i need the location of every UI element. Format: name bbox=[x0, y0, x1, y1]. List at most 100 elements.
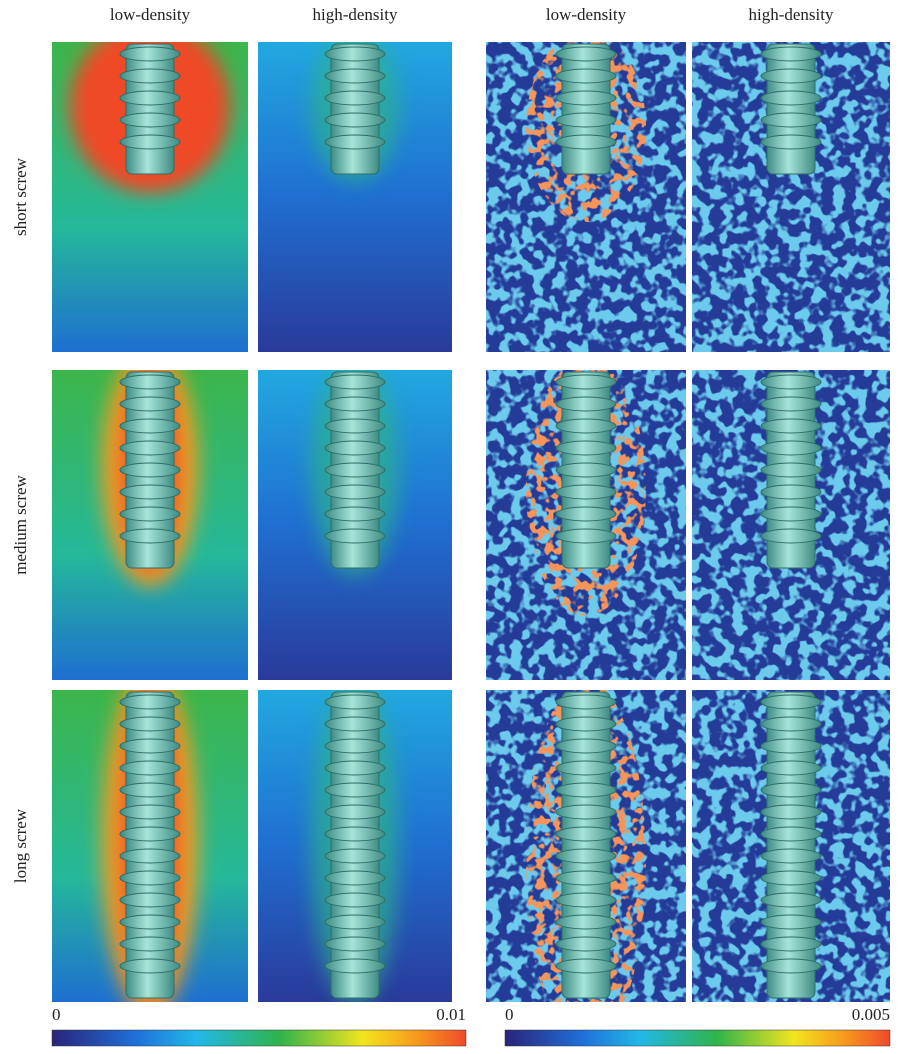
screw-thread bbox=[761, 419, 821, 433]
colorbar-max: 0.01 bbox=[436, 1005, 466, 1024]
screw-body bbox=[126, 692, 174, 998]
screw-thread bbox=[556, 375, 616, 389]
screw-thread bbox=[556, 463, 616, 477]
screw-thread bbox=[761, 739, 821, 753]
panel-content bbox=[486, 680, 686, 1046]
screw-thread bbox=[120, 937, 180, 951]
screw-thread bbox=[325, 485, 385, 499]
screw-thread bbox=[761, 375, 821, 389]
panel bbox=[52, 22, 248, 352]
screw-thread bbox=[556, 959, 616, 973]
screw-thread bbox=[556, 937, 616, 951]
screw-thread bbox=[325, 135, 385, 149]
row-label: medium screw bbox=[11, 474, 30, 574]
panel bbox=[486, 32, 686, 352]
screw-thread bbox=[556, 419, 616, 433]
screw-body bbox=[331, 692, 379, 998]
panel-content bbox=[52, 22, 248, 352]
screw-thread bbox=[325, 695, 385, 709]
screw-body bbox=[562, 44, 610, 174]
screw-thread bbox=[120, 959, 180, 973]
screw-thread bbox=[120, 463, 180, 477]
page: low-densityhigh-densitylow-densityhigh-d… bbox=[0, 0, 916, 1054]
screw-thread bbox=[556, 893, 616, 907]
screw-thread bbox=[325, 113, 385, 127]
screw-thread bbox=[761, 135, 821, 149]
screw-thread bbox=[556, 739, 616, 753]
panel bbox=[692, 690, 890, 1002]
screw-thread bbox=[120, 485, 180, 499]
panel bbox=[258, 32, 452, 352]
colorbar-max: 0.005 bbox=[852, 1005, 890, 1024]
screw-thread bbox=[120, 91, 180, 105]
screw-thread bbox=[325, 91, 385, 105]
screw-thread bbox=[761, 463, 821, 477]
screw-thread bbox=[556, 849, 616, 863]
panel bbox=[258, 360, 452, 680]
screw-thread bbox=[325, 959, 385, 973]
panel bbox=[52, 350, 248, 680]
panel-content bbox=[52, 350, 248, 680]
screw-thread bbox=[761, 959, 821, 973]
screw-thread bbox=[120, 893, 180, 907]
screw-thread bbox=[120, 135, 180, 149]
screw-body bbox=[331, 44, 379, 174]
screw-thread bbox=[761, 91, 821, 105]
screw-thread bbox=[120, 529, 180, 543]
column-header: low-density bbox=[546, 5, 627, 24]
panel bbox=[258, 680, 452, 1006]
screw-thread bbox=[761, 915, 821, 929]
screw-thread bbox=[325, 397, 385, 411]
screw-body bbox=[767, 692, 815, 998]
screw-thread bbox=[325, 717, 385, 731]
screw-thread bbox=[761, 805, 821, 819]
panel-content bbox=[486, 32, 686, 352]
screw-thread bbox=[556, 915, 616, 929]
screw-thread bbox=[556, 91, 616, 105]
screw-thread bbox=[120, 113, 180, 127]
screw-thread bbox=[120, 827, 180, 841]
screw-thread bbox=[556, 695, 616, 709]
panel bbox=[486, 680, 686, 1046]
screw-thread bbox=[325, 805, 385, 819]
screw-thread bbox=[120, 441, 180, 455]
panel-content bbox=[692, 370, 890, 680]
screw-thread bbox=[325, 915, 385, 929]
screw-thread bbox=[556, 47, 616, 61]
screw-thread bbox=[556, 871, 616, 885]
screw-thread bbox=[325, 441, 385, 455]
screw-thread bbox=[120, 695, 180, 709]
screw-thread bbox=[761, 783, 821, 797]
screw-thread bbox=[556, 805, 616, 819]
screw-thread bbox=[761, 849, 821, 863]
screw-thread bbox=[325, 529, 385, 543]
screw-thread bbox=[120, 849, 180, 863]
screw-thread bbox=[120, 717, 180, 731]
screw-thread bbox=[325, 937, 385, 951]
panel bbox=[52, 670, 248, 1016]
screw-thread bbox=[556, 113, 616, 127]
screw-thread bbox=[761, 485, 821, 499]
screw-thread bbox=[556, 135, 616, 149]
colorbar bbox=[52, 1030, 466, 1046]
panel-content bbox=[486, 360, 686, 680]
screw-thread bbox=[761, 695, 821, 709]
panels bbox=[52, 22, 890, 1046]
column-header: high-density bbox=[749, 5, 834, 24]
screw-thread bbox=[556, 529, 616, 543]
screw-thread bbox=[761, 937, 821, 951]
screw-thread bbox=[120, 915, 180, 929]
screw-thread bbox=[556, 485, 616, 499]
screw-thread bbox=[325, 783, 385, 797]
screw-thread bbox=[120, 871, 180, 885]
figure: low-densityhigh-densitylow-densityhigh-d… bbox=[0, 0, 916, 1054]
screw-thread bbox=[761, 761, 821, 775]
screw-thread bbox=[325, 419, 385, 433]
screw-body bbox=[562, 692, 610, 998]
screw-thread bbox=[325, 739, 385, 753]
panel-content bbox=[258, 680, 452, 1006]
panel-content bbox=[258, 360, 452, 680]
colorbar-min: 0 bbox=[505, 1005, 514, 1024]
screw-thread bbox=[120, 761, 180, 775]
screw-thread bbox=[761, 871, 821, 885]
